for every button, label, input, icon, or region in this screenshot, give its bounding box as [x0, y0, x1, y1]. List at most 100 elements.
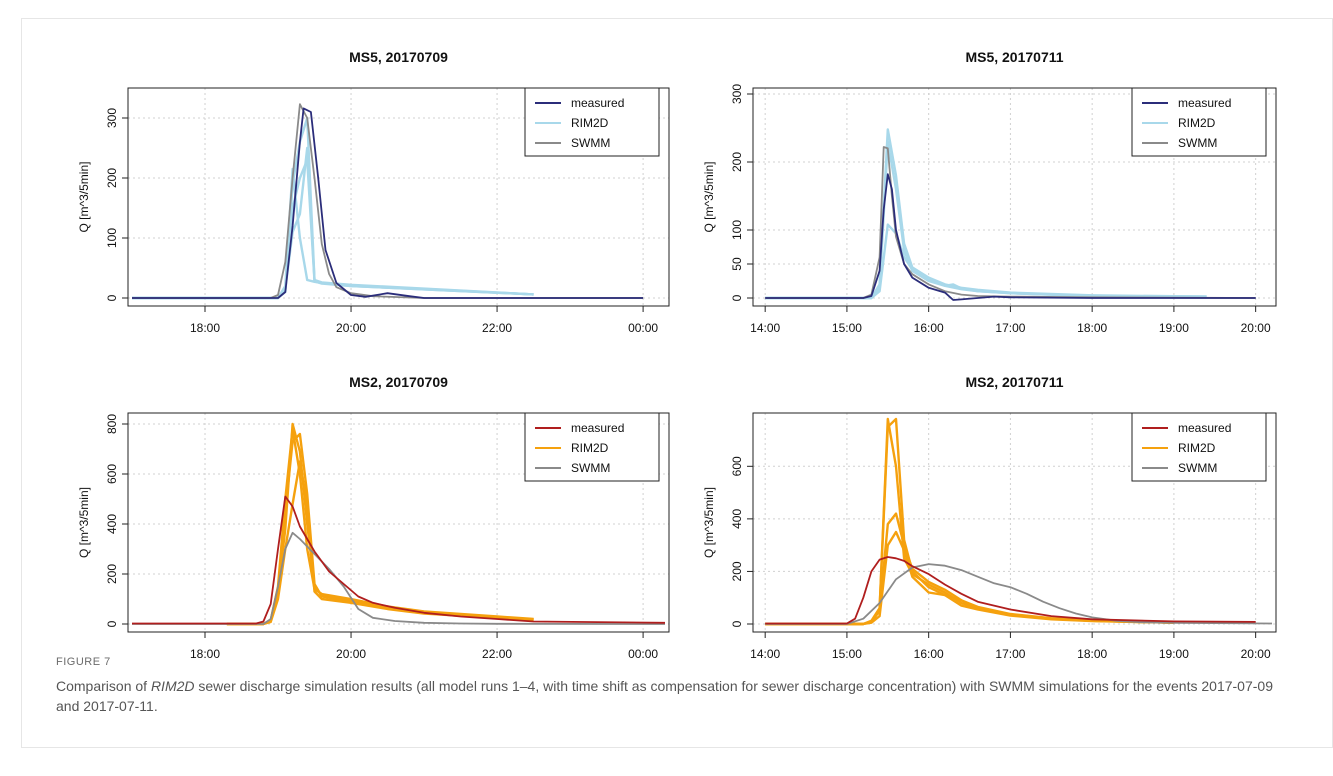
legend-label-measured: measured	[1178, 421, 1231, 435]
x-tick-label: 16:00	[914, 647, 944, 660]
x-tick-label: 15:00	[832, 647, 862, 660]
legend-label-rim2d: RIM2D	[1178, 441, 1216, 455]
legend: measured RIM2D SWMM	[524, 87, 660, 157]
y-tick-label: 400	[730, 509, 744, 529]
x-tick-label: 20:00	[336, 647, 366, 660]
legend: measured RIM2D SWMM	[1131, 412, 1267, 482]
series-line-rim2d	[765, 140, 1207, 300]
series-group	[132, 103, 644, 300]
x-tick-label: 20:00	[1241, 647, 1271, 660]
legend-label-rim2d: RIM2D	[571, 116, 609, 130]
legend-label-rim2d: RIM2D	[571, 441, 609, 455]
y-tick-label: 400	[105, 514, 119, 534]
legend: measured RIM2D SWMM	[1131, 87, 1267, 157]
chart-title: MS2, 20170709	[349, 374, 448, 390]
plot-border	[752, 87, 1277, 307]
y-tick-label: 0	[105, 620, 119, 627]
series-line-rim2d	[226, 432, 534, 626]
series-line-rim2d	[765, 417, 1174, 626]
series-line-rim2d	[765, 417, 1174, 626]
x-tick-label: 17:00	[995, 647, 1025, 660]
legend-label-measured: measured	[571, 421, 624, 435]
y-tick-label: 200	[105, 168, 119, 188]
plot-border	[752, 412, 1277, 633]
y-tick-label: 50	[730, 257, 744, 271]
figure-caption: Comparison of RIM2D sewer discharge simu…	[56, 676, 1296, 716]
y-tick-label: 800	[105, 414, 119, 434]
chart-panel-4: MS2, 20170711 14:00 15:00 16:00 17:00 18:00 19…	[702, 374, 1277, 660]
plot-border	[127, 412, 670, 633]
chart-panel-3: MS2, 20170709 18:00 20:00 22:00 00:00 0 200 400…	[77, 374, 670, 660]
series-line-measured	[765, 173, 1256, 301]
x-tick-label: 16:00	[914, 321, 944, 335]
series-line-rim2d	[132, 167, 534, 300]
x-tick-label: 20:00	[1241, 321, 1271, 335]
x-tick-label: 17:00	[995, 321, 1025, 335]
x-tick-label: 22:00	[482, 321, 512, 335]
x-tick-label: 00:00	[628, 321, 658, 335]
series-line-measured	[132, 107, 644, 299]
y-axis-label: Q [m^3/5min]	[702, 162, 716, 233]
series-group	[765, 417, 1273, 626]
y-tick-label: 600	[105, 464, 119, 484]
legend-label-swmm: SWMM	[1178, 461, 1217, 475]
legend-label-measured: measured	[1178, 96, 1231, 110]
series-line-rim2d	[132, 146, 534, 300]
y-tick-label: 0	[730, 294, 744, 301]
x-tick-label: 18:00	[190, 647, 220, 660]
y-tick-label: 600	[730, 456, 744, 476]
chart-panel-2: MS5, 20170711 14:00 15:00 16:00 17:00 18:00 19…	[702, 49, 1277, 335]
series-line-measured	[765, 556, 1256, 625]
legend: measured RIM2D SWMM	[524, 412, 660, 482]
x-tick-label: 00:00	[628, 647, 658, 660]
x-tick-label: 20:00	[336, 321, 366, 335]
series-line-rim2d	[132, 158, 534, 300]
y-tick-label: 200	[730, 152, 744, 172]
legend-label-rim2d: RIM2D	[1178, 116, 1216, 130]
caption-text-start: Comparison of	[56, 678, 151, 694]
series-group	[765, 128, 1256, 301]
legend-label-measured: measured	[571, 96, 624, 110]
series-line-swmm	[132, 531, 666, 625]
series-line-rim2d	[226, 460, 534, 626]
y-tick-label: 300	[105, 108, 119, 128]
x-tick-label: 15:00	[832, 321, 862, 335]
x-tick-label: 19:00	[1159, 647, 1189, 660]
y-tick-label: 0	[730, 620, 744, 627]
x-tick-label: 18:00	[1077, 321, 1107, 335]
x-tick-label: 22:00	[482, 647, 512, 660]
y-tick-label: 200	[105, 564, 119, 584]
series-line-swmm	[132, 103, 644, 299]
y-axis-label: Q [m^3/5min]	[77, 162, 91, 233]
x-tick-label: 18:00	[190, 321, 220, 335]
x-tick-label: 18:00	[1077, 647, 1107, 660]
figure-frame	[21, 18, 1333, 748]
y-axis-label: Q [m^3/5min]	[702, 487, 716, 558]
legend-label-swmm: SWMM	[1178, 136, 1217, 150]
series-line-rim2d	[765, 223, 1207, 300]
legend-label-swmm: SWMM	[571, 461, 610, 475]
y-tick-label: 100	[105, 228, 119, 248]
series-line-rim2d	[226, 427, 534, 626]
y-tick-label: 0	[105, 294, 119, 301]
chart-title: MS5, 20170709	[349, 49, 448, 65]
chart-panel-1: MS5, 20170709 18:00 20:00 22:00 00:00 0 100 200…	[77, 49, 670, 335]
x-tick-label: 14:00	[750, 647, 780, 660]
x-tick-label: 19:00	[1159, 321, 1189, 335]
y-axis-label: Q [m^3/5min]	[77, 487, 91, 558]
y-tick-label: 200	[730, 561, 744, 581]
legend-label-swmm: SWMM	[571, 136, 610, 150]
y-tick-label: 300	[730, 84, 744, 104]
chart-title: MS2, 20170711	[965, 374, 1063, 390]
x-tick-label: 14:00	[750, 321, 780, 335]
series-group	[132, 422, 666, 626]
caption-text-end: sewer discharge simulation results (all …	[56, 678, 1273, 714]
figure-plots: MS5, 20170709 18:00 20:00 22:00 00:00 0 100 200…	[77, 49, 1277, 660]
y-tick-label: 100	[730, 220, 744, 240]
chart-title: MS5, 20170711	[965, 49, 1063, 65]
series-line-measured	[132, 495, 666, 625]
caption-model-name: RIM2D	[150, 678, 195, 694]
series-line-rim2d	[765, 530, 1174, 626]
plot-border	[127, 87, 670, 307]
figure-label: FIGURE 7	[56, 656, 111, 668]
